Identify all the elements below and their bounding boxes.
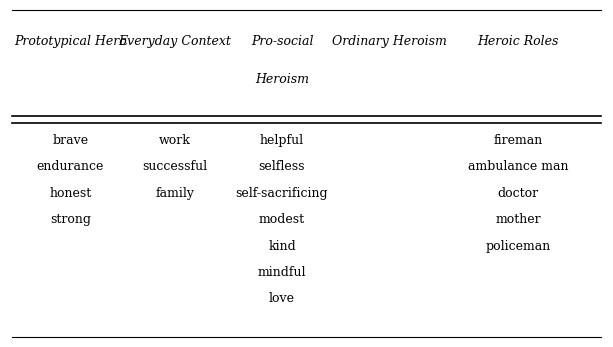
Text: policeman: policeman [485, 239, 550, 253]
Text: Heroic Roles: Heroic Roles [478, 35, 558, 48]
Text: love: love [269, 292, 295, 305]
Text: doctor: doctor [497, 187, 539, 200]
Text: fireman: fireman [493, 134, 543, 147]
Text: kind: kind [268, 239, 296, 253]
Text: mother: mother [495, 213, 541, 226]
Text: endurance: endurance [37, 160, 104, 174]
Text: family: family [155, 187, 194, 200]
Text: modest: modest [259, 213, 305, 226]
Text: Heroism: Heroism [255, 73, 309, 86]
Text: honest: honest [50, 187, 91, 200]
Text: helpful: helpful [260, 134, 304, 147]
Text: ambulance man: ambulance man [468, 160, 568, 174]
Text: Everyday Context: Everyday Context [118, 35, 231, 48]
Text: Ordinary Heroism: Ordinary Heroism [332, 35, 447, 48]
Text: selfless: selfless [259, 160, 305, 174]
Text: work: work [159, 134, 191, 147]
Text: Prototypical Hero: Prototypical Hero [14, 35, 127, 48]
Text: mindful: mindful [257, 266, 306, 279]
Text: brave: brave [53, 134, 88, 147]
Text: Pro-social: Pro-social [251, 35, 313, 48]
Text: strong: strong [50, 213, 91, 226]
Text: successful: successful [142, 160, 207, 174]
Text: self-sacrificing: self-sacrificing [235, 187, 329, 200]
